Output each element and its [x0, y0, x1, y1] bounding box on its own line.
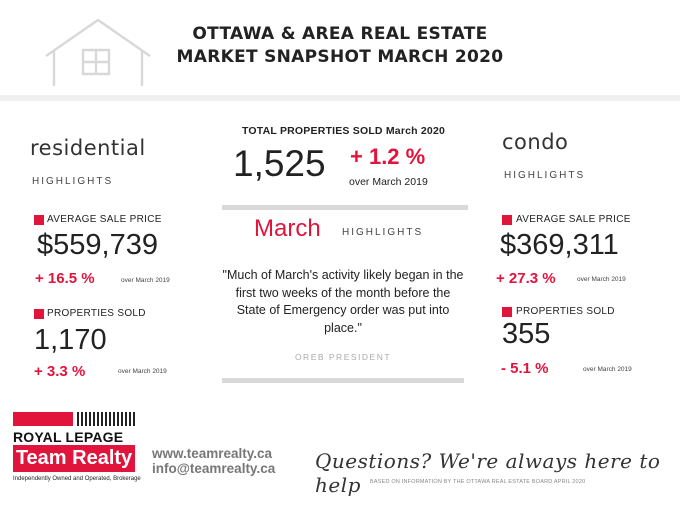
total-sold-change: + 1.2 % [350, 144, 426, 169]
website-link[interactable]: www.teamrealty.ca [152, 446, 273, 461]
total-sold-note: over March 2019 [349, 176, 428, 188]
residential-avg-price-note: over March 2019 [121, 277, 170, 284]
condo-avg-price-value: $369,311 [500, 229, 619, 261]
title-line-1: OTTAWA & AREA REAL ESTATE [192, 24, 488, 44]
residential-sold-note: over March 2019 [118, 368, 167, 375]
slogan: Questions? We're always here to help [315, 449, 661, 497]
brand-tagline: Independently Owned and Operated, Broker… [13, 476, 141, 482]
condo-avg-price-note: over March 2019 [577, 276, 626, 283]
bullet-square-icon [34, 309, 44, 319]
residential-highlights-label: HIGHLIGHTS [32, 176, 114, 187]
bullet-square-icon [34, 215, 44, 225]
header-divider [0, 95, 680, 101]
bullet-square-icon [502, 215, 512, 225]
total-sold-label: TOTAL PROPERTIES SOLD March 2020 [242, 125, 446, 137]
email-link[interactable]: info@teamrealty.ca [152, 461, 276, 476]
brand-name-line-2: Team Realty [13, 445, 135, 472]
condo-heading: condo [502, 130, 569, 154]
march-highlights-label: HIGHLIGHTS [342, 227, 424, 238]
title-line-2: MARKET SNAPSHOT MARCH 2020 [176, 47, 504, 67]
brand-name-line-1: ROYAL LEPAGE [13, 429, 124, 445]
page-title: OTTAWA & AREA REAL ESTATE MARKET SNAPSHO… [160, 24, 520, 67]
condo-avg-price-change: + 27.3 % [496, 270, 556, 287]
residential-avg-price-value: $559,739 [37, 229, 158, 261]
condo-sold-label: PROPERTIES SOLD [516, 306, 615, 317]
center-divider-bottom [222, 378, 464, 383]
center-divider-top [222, 205, 468, 210]
residential-avg-price-label: AVERAGE SALE PRICE [47, 214, 162, 225]
condo-highlights-label: HIGHLIGHTS [504, 170, 586, 181]
house-outline-icon [45, 18, 151, 86]
residential-sold-value: 1,170 [34, 324, 107, 356]
residential-heading: residential [30, 136, 146, 160]
march-heading: March [254, 215, 321, 242]
condo-sold-value: 355 [502, 318, 551, 350]
quote-attribution: OREB PRESIDENT [294, 352, 392, 362]
brand-logo: ROYAL LEPAGE Team Realty Independently O… [13, 412, 141, 492]
march-quote: "Much of March's activity likely began i… [222, 268, 464, 335]
source-note: BASED ON INFORMATION BY THE OTTAWA REAL … [370, 479, 586, 485]
condo-sold-change: - 5.1 % [501, 360, 549, 377]
condo-sold-note: over March 2019 [583, 366, 632, 373]
residential-sold-change: + 3.3 % [34, 363, 86, 380]
bullet-square-icon [502, 307, 512, 317]
total-sold-value: 1,525 [233, 143, 326, 184]
residential-sold-label: PROPERTIES SOLD [47, 308, 146, 319]
condo-avg-price-label: AVERAGE SALE PRICE [516, 214, 631, 225]
residential-avg-price-change: + 16.5 % [35, 270, 95, 287]
barcode-stripes-icon [13, 412, 135, 426]
